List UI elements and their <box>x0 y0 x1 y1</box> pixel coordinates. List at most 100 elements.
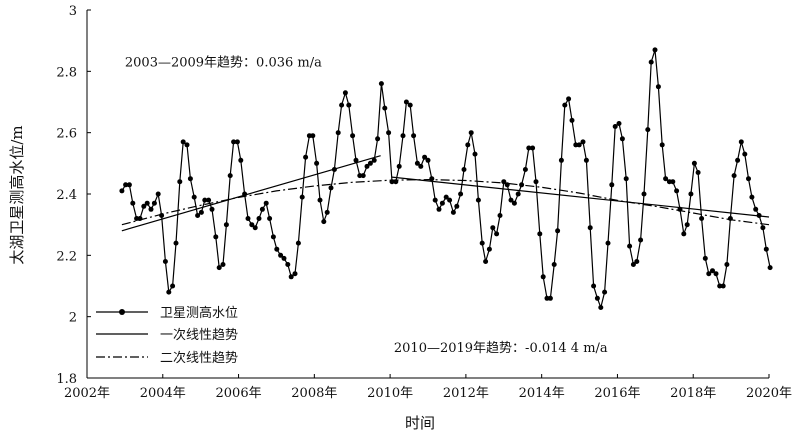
data-point <box>576 142 582 148</box>
data-point <box>378 81 384 87</box>
data-point <box>547 295 553 301</box>
data-point <box>432 197 438 203</box>
data-point <box>702 255 708 261</box>
data-point <box>299 194 305 200</box>
data-point <box>292 271 298 277</box>
data-point <box>328 185 334 191</box>
data-point <box>295 240 301 246</box>
data-point <box>526 145 532 151</box>
data-point <box>508 197 514 203</box>
data-point <box>602 289 608 295</box>
data-point <box>450 209 456 215</box>
data-point <box>655 84 661 90</box>
data-point <box>731 173 737 179</box>
x-tick-label: 2014年 <box>519 386 565 401</box>
y-tick-label: 3 <box>69 4 77 19</box>
data-point <box>645 127 651 133</box>
data-point <box>324 209 330 215</box>
data-point <box>195 213 201 218</box>
data-point <box>252 225 258 231</box>
data-point <box>403 99 409 105</box>
data-point <box>407 102 413 108</box>
data-point <box>270 234 276 240</box>
data-point <box>537 231 543 237</box>
legend-marker-satellite <box>119 309 125 315</box>
data-point <box>627 243 633 249</box>
data-point <box>141 203 147 209</box>
legend-label-linear: 一次线性趋势 <box>160 327 238 343</box>
data-point <box>684 222 690 228</box>
data-point <box>436 206 442 212</box>
data-point <box>187 176 193 182</box>
data-point <box>742 151 748 157</box>
data-point <box>245 216 251 221</box>
data-point <box>396 163 402 169</box>
y-tick-label: 1.8 <box>56 372 77 387</box>
trend-annotation-2010-2019: 2010—2019年趋势：-0.014 4 m/a <box>394 340 608 356</box>
data-point <box>411 133 417 139</box>
data-point <box>461 167 467 172</box>
data-point <box>123 182 129 188</box>
x-tick-label: 2002年 <box>64 386 110 401</box>
data-point <box>674 188 680 194</box>
data-point <box>198 209 204 215</box>
data-point <box>360 173 366 179</box>
y-axis-title: 太湖卫星测高水位/m <box>8 125 26 264</box>
data-point <box>612 124 618 129</box>
data-point <box>458 191 464 197</box>
data-point <box>231 139 237 145</box>
data-point <box>609 182 615 188</box>
data-point <box>223 222 229 228</box>
data-point <box>555 228 561 234</box>
data-point <box>562 102 568 108</box>
data-point <box>663 176 669 182</box>
data-point <box>263 200 269 206</box>
data-point <box>429 176 435 182</box>
trend-annotation-2003-2009: 2003—2009年趋势：0.036 m/a <box>125 55 322 71</box>
data-point <box>652 47 658 53</box>
data-point <box>206 197 212 203</box>
data-point <box>468 130 474 136</box>
data-point <box>472 151 478 157</box>
data-point <box>151 200 157 206</box>
data-point <box>227 173 233 179</box>
data-point <box>695 170 701 175</box>
data-point <box>515 191 521 197</box>
data-point <box>346 102 352 108</box>
data-point <box>479 240 485 246</box>
data-point <box>256 216 262 221</box>
data-point <box>288 274 294 280</box>
data-point <box>746 176 751 182</box>
data-point <box>339 102 345 108</box>
data-point <box>465 142 471 148</box>
x-tick-label: 2020年 <box>746 386 792 401</box>
x-tick-label: 2016年 <box>594 386 640 401</box>
y-tick-label: 2 <box>69 311 77 326</box>
data-point <box>422 154 428 160</box>
data-point <box>681 231 687 237</box>
data-point <box>364 163 370 169</box>
data-point <box>699 216 705 221</box>
quadratic-trend-line <box>121 178 770 226</box>
data-point <box>310 133 316 139</box>
data-point <box>144 200 150 206</box>
data-point <box>173 240 179 246</box>
legend: 卫星测高水位 一次线性趋势 二次线性趋势 <box>96 305 238 366</box>
x-axis-title: 时间 <box>405 414 435 432</box>
data-point <box>648 59 654 65</box>
data-point <box>234 139 240 145</box>
data-point <box>483 259 489 264</box>
data-point <box>511 200 517 206</box>
y-tick-label: 2.8 <box>56 65 77 80</box>
data-point <box>220 262 226 267</box>
data-point <box>641 191 647 197</box>
data-point <box>688 191 694 197</box>
data-point <box>249 222 255 228</box>
data-point <box>475 197 481 203</box>
data-point <box>738 139 744 145</box>
annotations: 2003—2009年趋势：0.036 m/a 2010—2019年趋势：-0.0… <box>125 55 608 356</box>
data-point <box>180 139 186 145</box>
data-point <box>634 259 640 264</box>
data-point <box>605 240 611 246</box>
